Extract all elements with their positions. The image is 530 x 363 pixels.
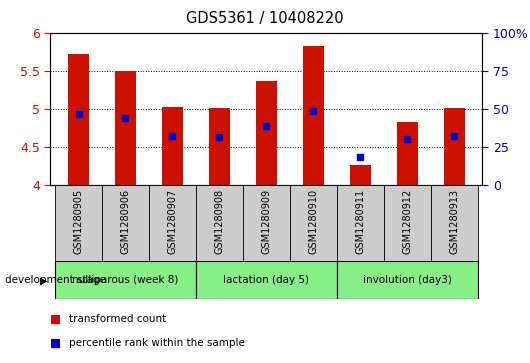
Text: GSM1280906: GSM1280906 [120, 189, 130, 254]
Bar [337, 261, 478, 299]
Text: GSM1280912: GSM1280912 [402, 189, 412, 254]
Text: GSM1280909: GSM1280909 [261, 189, 271, 254]
Text: GSM1280913: GSM1280913 [449, 189, 459, 254]
Bar [209, 108, 230, 185]
Bar [396, 122, 418, 185]
Text: GSM1280911: GSM1280911 [355, 189, 365, 254]
Bar [384, 185, 431, 261]
Bar [243, 185, 290, 261]
Bar [431, 185, 478, 261]
Text: GSM1280908: GSM1280908 [214, 189, 224, 254]
Bar [303, 46, 324, 185]
Text: percentile rank within the sample: percentile rank within the sample [69, 338, 245, 348]
Bar [256, 81, 277, 185]
Text: transformed count: transformed count [69, 314, 166, 325]
Text: lactation (day 5): lactation (day 5) [223, 276, 310, 285]
Text: GSM1280910: GSM1280910 [308, 189, 319, 254]
Bar [337, 185, 384, 261]
Text: involution (day3): involution (day3) [363, 276, 452, 285]
Bar [55, 261, 196, 299]
Text: ▶: ▶ [40, 276, 48, 285]
Bar [102, 185, 149, 261]
Bar [149, 185, 196, 261]
Text: GSM1280907: GSM1280907 [167, 189, 178, 254]
Bar [196, 261, 337, 299]
Bar [444, 108, 465, 185]
Bar [68, 54, 89, 185]
Bar [162, 107, 183, 185]
Text: GDS5361 / 10408220: GDS5361 / 10408220 [186, 11, 344, 26]
Text: nulliparous (week 8): nulliparous (week 8) [72, 276, 179, 285]
Text: ■: ■ [50, 337, 61, 350]
Bar [290, 185, 337, 261]
Bar [196, 185, 243, 261]
Text: development stage: development stage [5, 276, 107, 285]
Text: ■: ■ [50, 313, 61, 326]
Bar [115, 71, 136, 185]
Bar [350, 164, 371, 185]
Text: GSM1280905: GSM1280905 [74, 189, 84, 254]
Bar [55, 185, 102, 261]
